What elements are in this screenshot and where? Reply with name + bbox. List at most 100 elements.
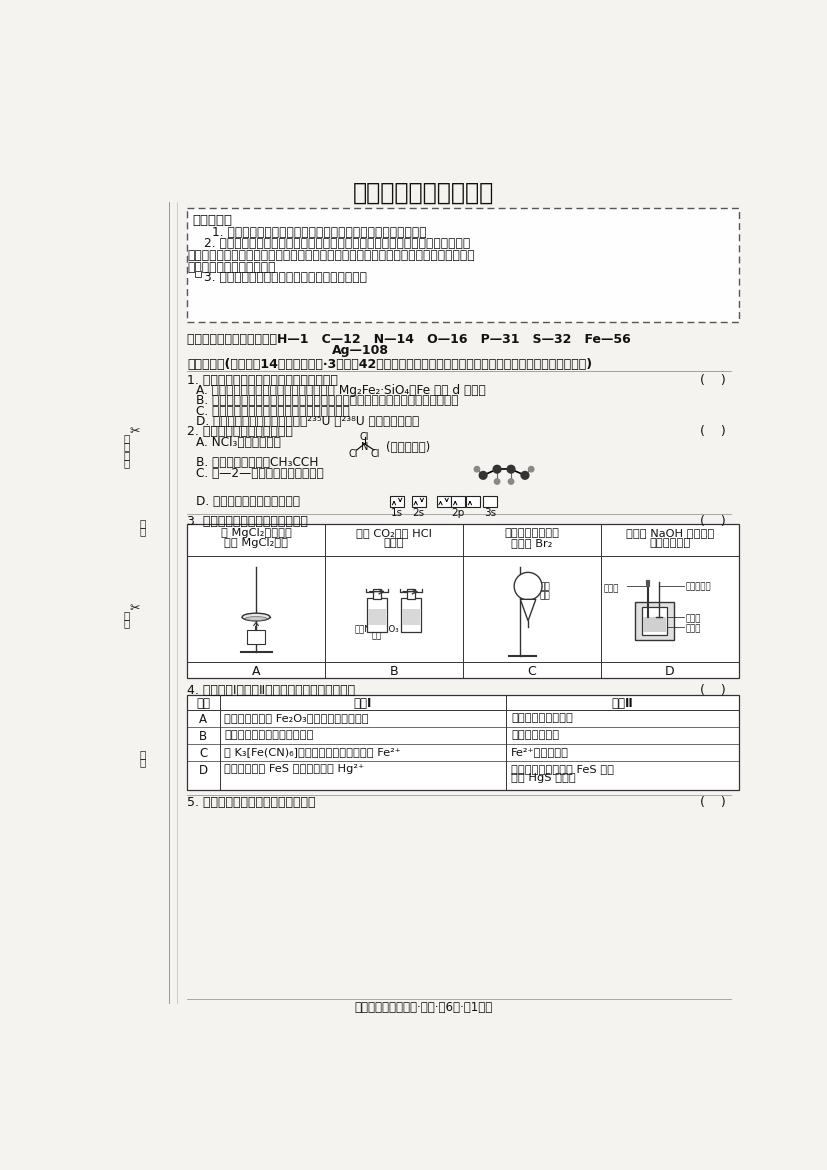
Text: Cl: Cl (370, 449, 380, 459)
Text: 碎纸条: 碎纸条 (686, 625, 700, 634)
Text: 1s: 1s (391, 509, 404, 518)
Text: 中和热的测定: 中和热的测定 (649, 538, 691, 548)
Text: B. 丙炔的结构简式：CH₃CCH: B. 丙炔的结构简式：CH₃CCH (196, 456, 319, 469)
Text: 可能用到的相对原子质量：H—1   C—12   N—14   O—16   P—31   S—32   Fe—56: 可能用到的相对原子质量：H—1 C—12 N—14 O—16 P—31 S—32… (187, 333, 631, 346)
Text: 名: 名 (123, 619, 130, 628)
Bar (246, 631, 265, 644)
Text: 盐酸与 NaOH 溶液反应: 盐酸与 NaOH 溶液反应 (626, 528, 714, 538)
Text: (    ): ( ) (700, 373, 726, 387)
Text: 硬纸板: 硬纸板 (686, 614, 700, 624)
Bar (642, 607, 667, 635)
Text: (    ): ( ) (700, 426, 726, 439)
Text: 汽油: 汽油 (540, 592, 551, 600)
Text: 姓: 姓 (123, 610, 130, 620)
Text: C. 空间站的太阳能电池板的主要材料之一是硅: C. 空间站的太阳能电池板的主要材料之一是硅 (196, 405, 350, 418)
Text: 级: 级 (139, 526, 146, 536)
Text: 陈述Ⅱ: 陈述Ⅱ (612, 697, 633, 710)
Text: 裂化: 裂化 (540, 583, 551, 591)
Text: C: C (528, 665, 537, 677)
Text: 用裂化汽油萄取溢: 用裂化汽油萄取溢 (504, 528, 559, 538)
Text: (    ): ( ) (700, 684, 726, 697)
Ellipse shape (245, 617, 267, 620)
Bar (187, 524, 739, 677)
Text: 无水 MgCl₂固体: 无水 MgCl₂固体 (224, 538, 288, 548)
Text: (    ): ( ) (700, 516, 726, 529)
Bar (187, 695, 739, 790)
Text: D: D (198, 764, 208, 777)
Text: 氢氟酸溶蚀玻璃生产磨砂玻璃: 氢氟酸溶蚀玻璃生产磨砂玻璃 (224, 730, 313, 741)
Text: 4. 下列陈述Ⅰ、陈述Ⅱ均正确，且有因果关系的是: 4. 下列陈述Ⅰ、陈述Ⅱ均正确，且有因果关系的是 (187, 684, 356, 697)
Text: 题卡上。写在本试卷无效。: 题卡上。写在本试卷无效。 (187, 261, 275, 274)
Text: Ag—108: Ag—108 (332, 344, 389, 358)
Text: 3. 考试结束后，将本试题卷和答题卡一并交回。: 3. 考试结束后，将本试题卷和答题卡一并交回。 (204, 270, 367, 283)
Text: B: B (199, 730, 208, 743)
Text: 5. 下列有关离子方程式书写正确的是: 5. 下列有关离子方程式书写正确的是 (187, 797, 316, 810)
Text: 一、选择题(本大题內14小题，每小题·3分，內42分。在每小题给出的四个选项中，只有一项是符合题目要求的。): 一、选择题(本大题內14小题，每小题·3分，內42分。在每小题给出的四个选项中，… (187, 358, 592, 371)
Text: B. 天和核心舶电推进系统中使用的氮化礴陶瓷，该陶瓷中的氮化礴属于共价晶体: B. 天和核心舶电推进系统中使用的氮化礴陶瓷，该陶瓷中的氮化礴属于共价晶体 (196, 394, 459, 407)
Text: Cl: Cl (360, 432, 370, 442)
Text: 准: 准 (123, 433, 130, 443)
Text: 工业上，常用 FeS 除去废水中的 Hg²⁺: 工业上，常用 FeS 除去废水中的 Hg²⁺ (224, 764, 365, 775)
Text: 重金属离子有毒，且 FeS 溶解: 重金属离子有毒，且 FeS 溶解 (511, 764, 614, 775)
Text: (平面三角形): (平面三角形) (386, 441, 431, 454)
Text: 2. 回答选择题时，选出每小题答案后，用铅笔把答题卡上对应题目的答案标号涂: 2. 回答选择题时，选出每小题答案后，用铅笔把答题卡上对应题目的答案标号涂 (204, 238, 471, 250)
Text: 班: 班 (139, 517, 146, 528)
Circle shape (495, 479, 500, 484)
Bar (367, 598, 387, 633)
Text: 场: 场 (139, 757, 146, 768)
Text: B: B (390, 665, 399, 677)
Text: 溶液: 溶液 (372, 632, 382, 641)
Text: 3s: 3s (484, 509, 496, 518)
Text: 浓硫酸: 浓硫酸 (404, 625, 418, 634)
Text: D: D (665, 665, 675, 677)
Text: 氢氟酸属于弱酸: 氢氟酸属于弱酸 (511, 730, 559, 741)
Text: 黑，如需改动，用橡皮擦干净后，再選涂其他答案标号。回答非选择题时，将答案写在答: 黑，如需改动，用橡皮擦干净后，再選涂其他答案标号。回答非选择题时，将答案写在答 (187, 249, 475, 262)
Text: ✂: ✂ (129, 603, 140, 615)
Bar (195, 271, 201, 277)
Text: 并干燥: 并干燥 (384, 538, 404, 548)
Text: 2p: 2p (452, 509, 465, 518)
Text: 考: 考 (139, 749, 146, 758)
Text: Fe²⁺具有还原性: Fe²⁺具有还原性 (511, 748, 569, 757)
Text: 高温下，铝粉与 Fe₂O₃的反应用来焊接锆轨: 高温下，铝粉与 Fe₂O₃的反应用来焊接锆轨 (224, 714, 369, 723)
Bar (412, 496, 426, 507)
Text: N: N (361, 442, 368, 453)
Text: 证: 证 (123, 450, 130, 460)
Text: 陈述Ⅰ: 陈述Ⅰ (354, 697, 372, 710)
Text: C: C (199, 748, 208, 760)
Circle shape (521, 472, 528, 480)
Text: 饱和NaHCO₃: 饱和NaHCO₃ (355, 625, 399, 634)
Circle shape (528, 467, 534, 472)
Circle shape (480, 472, 487, 480)
Text: A. NCl₃的空间结构：: A. NCl₃的空间结构： (196, 436, 281, 449)
Text: 《高三第一次大联考·化学·兲6页·第1页》: 《高三第一次大联考·化学·兲6页·第1页》 (354, 1002, 493, 1014)
Text: 铜丝搞拌器: 铜丝搞拌器 (686, 583, 711, 591)
Text: 1. 答卷前，考生务必将自己的姓名，准考证号填写在答题卡上。: 1. 答卷前，考生务必将自己的姓名，准考证号填写在答题卡上。 (212, 226, 427, 239)
Bar (437, 496, 451, 507)
Text: ✂: ✂ (129, 426, 140, 439)
Text: 2s: 2s (413, 509, 425, 518)
Bar (373, 589, 380, 599)
Circle shape (474, 467, 480, 472)
Bar (402, 610, 420, 625)
Text: 由 MgCl₂溶液制取: 由 MgCl₂溶液制取 (221, 528, 291, 538)
Text: 水中的 Br₂: 水中的 Br₂ (511, 538, 552, 548)
Bar (483, 496, 497, 507)
Text: 度比 HgS 的更小: 度比 HgS 的更小 (511, 773, 576, 784)
Text: A. 祝融号探测器发现火星上存在的橄榄石 Mg₂Fe₂·SiO₄，Fe 属于 d 区元素: A. 祝融号探测器发现火星上存在的橄榄石 Mg₂Fe₂·SiO₄，Fe 属于 d… (196, 385, 486, 398)
Text: (    ): ( ) (700, 797, 726, 810)
Ellipse shape (242, 613, 270, 621)
Text: 注意事项：: 注意事项： (193, 214, 232, 227)
Text: 3. 下列实验中能达到实验目的的是: 3. 下列实验中能达到实验目的的是 (187, 516, 308, 529)
Bar (401, 598, 421, 633)
Text: D. 基态氧原子的轨道表示式：: D. 基态氧原子的轨道表示式： (196, 495, 300, 508)
Bar (466, 496, 480, 507)
Bar (635, 601, 674, 640)
Circle shape (507, 466, 515, 473)
Text: 除去 CO₂中的 HCl: 除去 CO₂中的 HCl (356, 528, 432, 538)
FancyBboxPatch shape (187, 208, 739, 322)
Polygon shape (520, 599, 536, 621)
Bar (452, 496, 466, 507)
Text: Cl: Cl (349, 449, 358, 459)
Text: A: A (251, 665, 261, 677)
